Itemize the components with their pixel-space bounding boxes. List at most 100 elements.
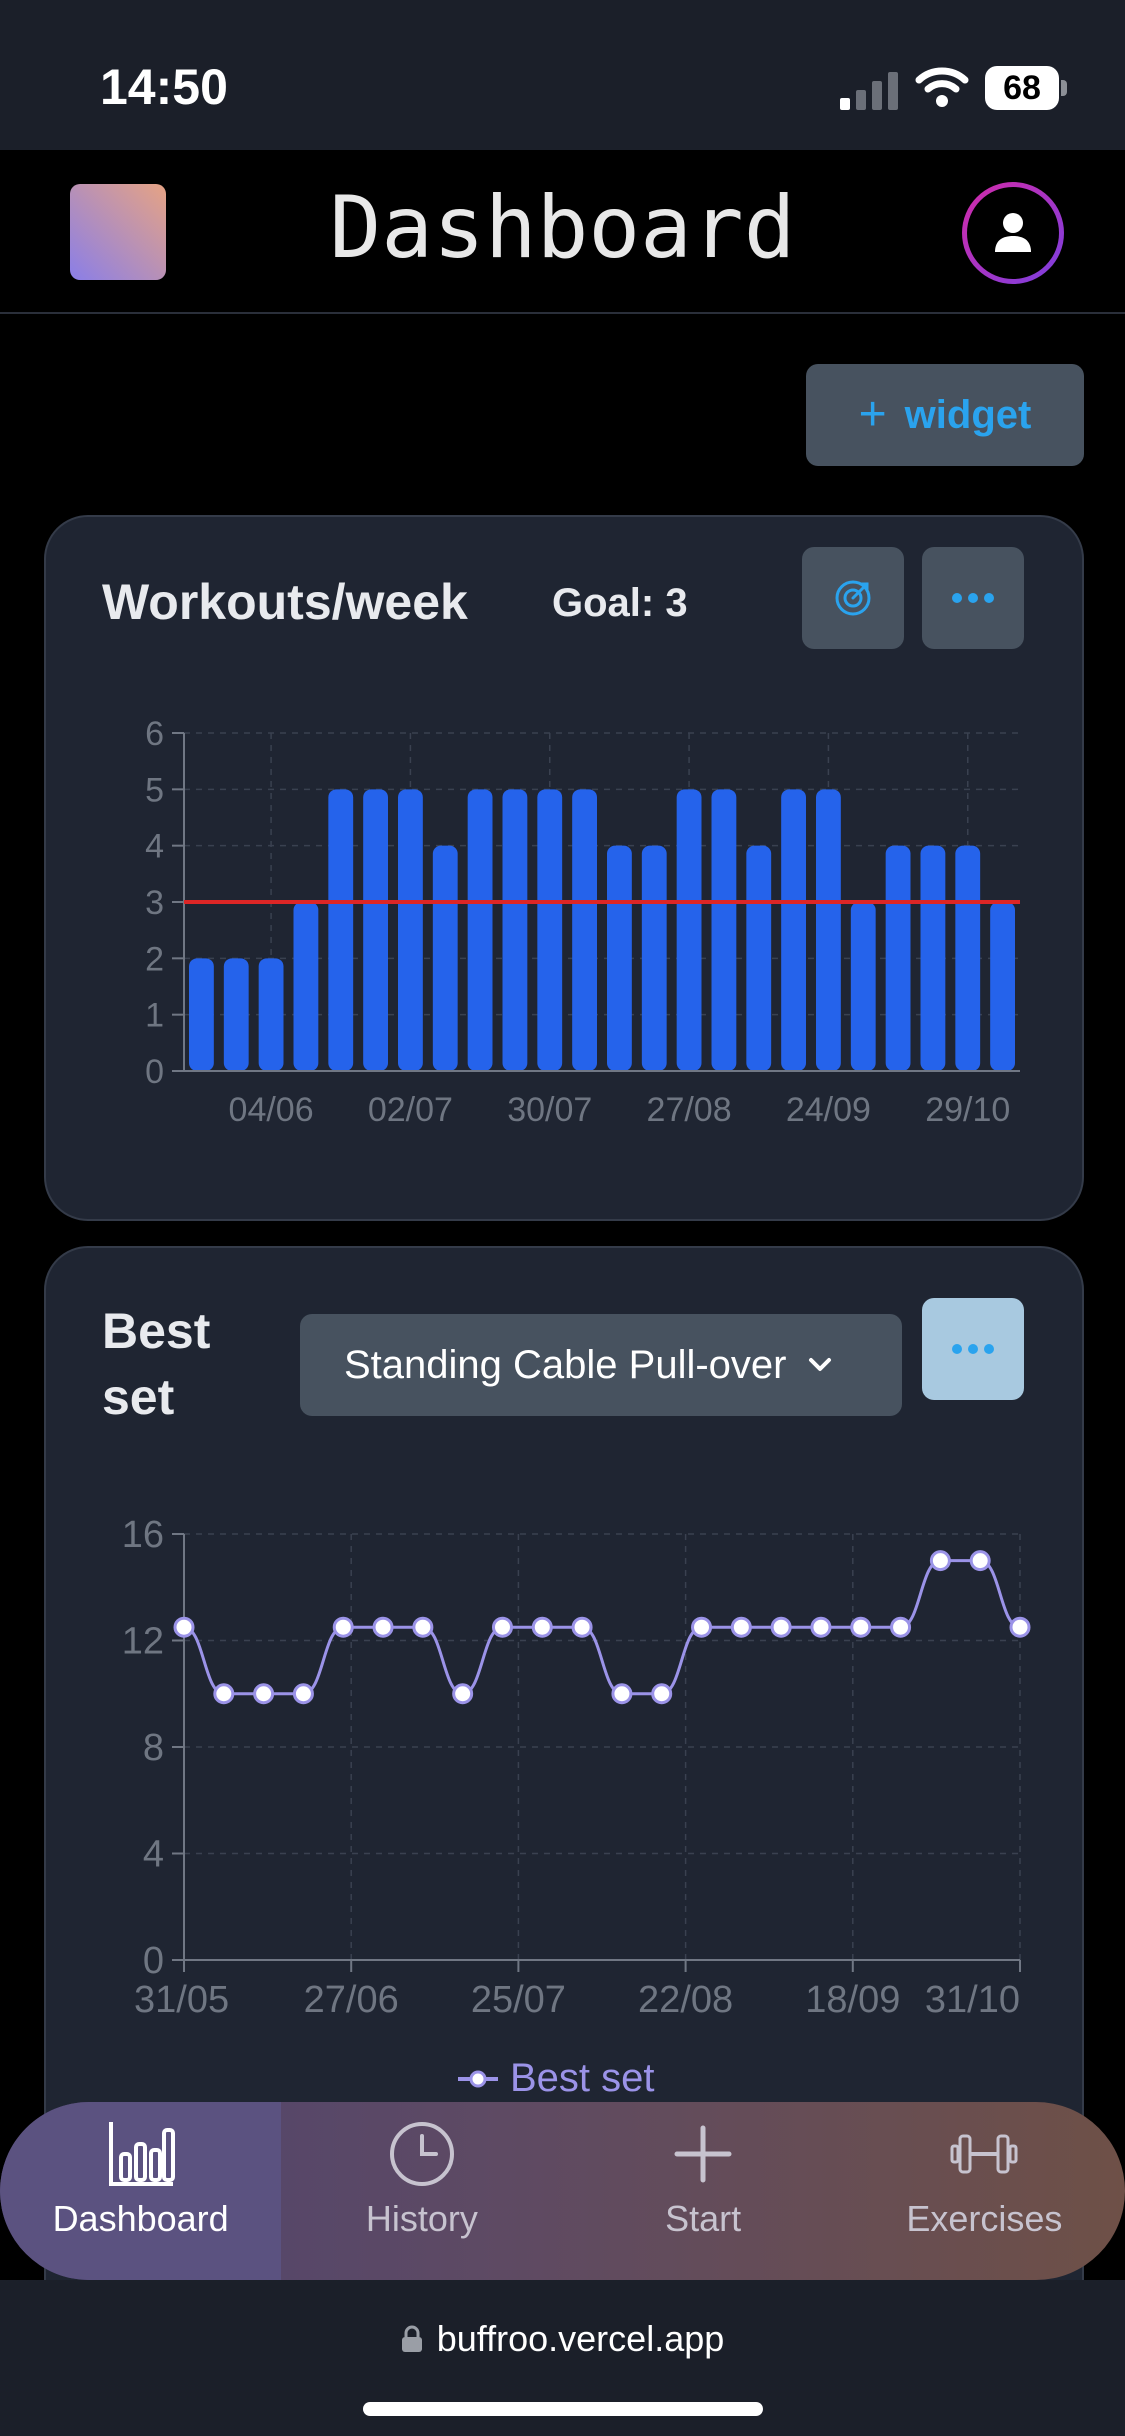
home-indicator[interactable] [363,2402,763,2416]
battery-level: 68 [985,66,1059,110]
target-icon [835,580,871,616]
browser-address-bar: buffroo.vercel.app [0,2280,1125,2436]
data-point [730,1616,752,1638]
data-point [969,1550,991,1572]
y-tick-label: 16 [122,1514,164,1556]
user-icon [995,213,1031,252]
data-point [452,1683,474,1705]
bar [955,845,981,1071]
bar [223,958,249,1071]
x-tick-label: 27/06 [304,1979,399,2021]
legend-label: Best set [510,2056,655,2100]
best-set-line-chart: 0 4 8 12 16 31/05 27/06 25/07 22/08 18/09 31/10 [122,1514,1031,2021]
y-tick-label: 6 [145,715,164,753]
battery-icon: 68 [985,66,1067,110]
x-tick-label: 25/07 [471,1979,566,2021]
data-point [491,1616,513,1638]
workouts-bar-chart: 0 1 2 3 4 5 6 04/06 02/07 30/07 27/08 24/09 29/10 [145,715,1020,1129]
data-point [691,1616,713,1638]
set-goal-button[interactable] [802,547,904,649]
x-tick-label: 22/08 [638,1979,733,2021]
bar [363,789,388,1071]
tab-label: Start [665,2198,742,2239]
cellular-signal-icon [840,72,898,110]
data-point [173,1616,195,1638]
data-point [292,1683,314,1705]
data-point [253,1683,275,1705]
x-tick-label: 02/07 [368,1091,453,1129]
y-tick-label: 0 [143,1940,164,1982]
bar-chart-icon [108,2122,175,2186]
y-tick-label: 2 [145,940,164,978]
card-title: Workouts/week [102,574,468,630]
data-point [810,1616,832,1638]
y-tick-label: 3 [145,884,164,922]
y-tick-label: 4 [145,828,164,866]
bar [537,789,563,1071]
tab-history[interactable]: History [281,2102,562,2280]
data-point [372,1616,394,1638]
tab-dashboard[interactable]: Dashboard [0,2102,282,2280]
data-point [213,1683,235,1705]
x-tick-label: 29/10 [925,1091,1010,1129]
bar [746,845,772,1071]
status-bar: 14:50 68 [0,0,1125,150]
bar [641,845,667,1071]
data-point [770,1616,792,1638]
url-text: buffroo.vercel.app [436,2318,725,2359]
bar [607,845,632,1071]
data-point [531,1616,553,1638]
page-title: Dashboard [329,178,796,278]
bar [258,958,284,1071]
tab-start[interactable]: Start [563,2102,844,2280]
x-tick-label: 24/09 [786,1091,871,1129]
series-line [183,1559,1021,1696]
bar [990,902,1015,1071]
legend-line-icon [458,2070,498,2087]
x-tick-label: 30/07 [507,1091,592,1129]
data-point [1009,1616,1031,1638]
y-tick-label: 4 [143,1834,164,1876]
chart-legend[interactable]: Best set [456,2056,655,2101]
x-tick-label: 31/05 [134,1979,229,2021]
data-point [651,1683,673,1705]
url-bar[interactable]: buffroo.vercel.app [0,2318,1125,2360]
goal-label: Goal: 3 [552,581,688,625]
status-time: 14:50 [100,59,228,115]
card-menu-button[interactable] [922,547,1024,649]
card-title-line: Best [102,1303,211,1359]
app-logo[interactable] [70,184,166,280]
workouts-per-week-card: Workouts/week Goal: 3 0 1 2 3 4 5 6 04/06 02/07 3… [44,515,1084,1221]
bar [189,958,214,1071]
bar [328,789,354,1071]
exercise-select[interactable]: Standing Cable Pull-over [300,1314,902,1416]
bar [502,789,528,1071]
x-tick-label: 27/08 [647,1091,732,1129]
data-point [571,1616,593,1638]
profile-button[interactable] [962,182,1064,284]
x-tick-label: 04/06 [229,1091,314,1129]
y-tick-label: 1 [145,997,164,1035]
more-icon [952,1344,994,1354]
data-point [850,1616,872,1638]
bar [432,845,458,1071]
bar [398,789,423,1071]
add-widget-button[interactable]: + widget [806,364,1084,466]
bar [920,845,946,1071]
card-menu-button[interactable] [922,1298,1024,1400]
tab-exercises[interactable]: Exercises [844,2102,1125,2280]
bar [467,789,493,1071]
clock-icon [389,2122,454,2186]
tab-label: Dashboard [52,2198,229,2239]
bar [885,845,911,1071]
chevron-down-icon [809,1358,832,1371]
bar [850,902,876,1071]
bar [711,789,737,1071]
bar [572,789,597,1071]
plus-icon: + [858,388,887,441]
data-point [929,1550,951,1572]
dumbbell-icon [950,2134,1018,2174]
bar [293,902,319,1071]
y-tick-label: 8 [143,1727,164,1769]
y-tick-label: 5 [145,771,164,809]
